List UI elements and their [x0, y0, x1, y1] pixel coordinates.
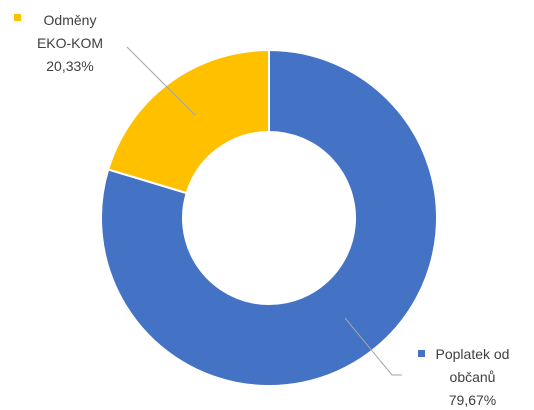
value-label: 20,33% — [46, 58, 94, 74]
category-label: Odměny EKO-KOM — [36, 12, 104, 51]
legend-marker — [418, 350, 425, 357]
leader-line — [344, 317, 402, 376]
data-label: Odměny EKO-KOM 20,33% — [15, 9, 125, 78]
data-label: Poplatek od občanů 79,67% — [415, 343, 530, 410]
value-label: 79,67% — [448, 392, 497, 408]
legend-marker — [14, 14, 21, 21]
category-label: Poplatek od občanů — [435, 346, 510, 385]
leader-line — [126, 46, 196, 116]
donut-slice — [106, 48, 270, 195]
donut-slice — [100, 48, 438, 387]
